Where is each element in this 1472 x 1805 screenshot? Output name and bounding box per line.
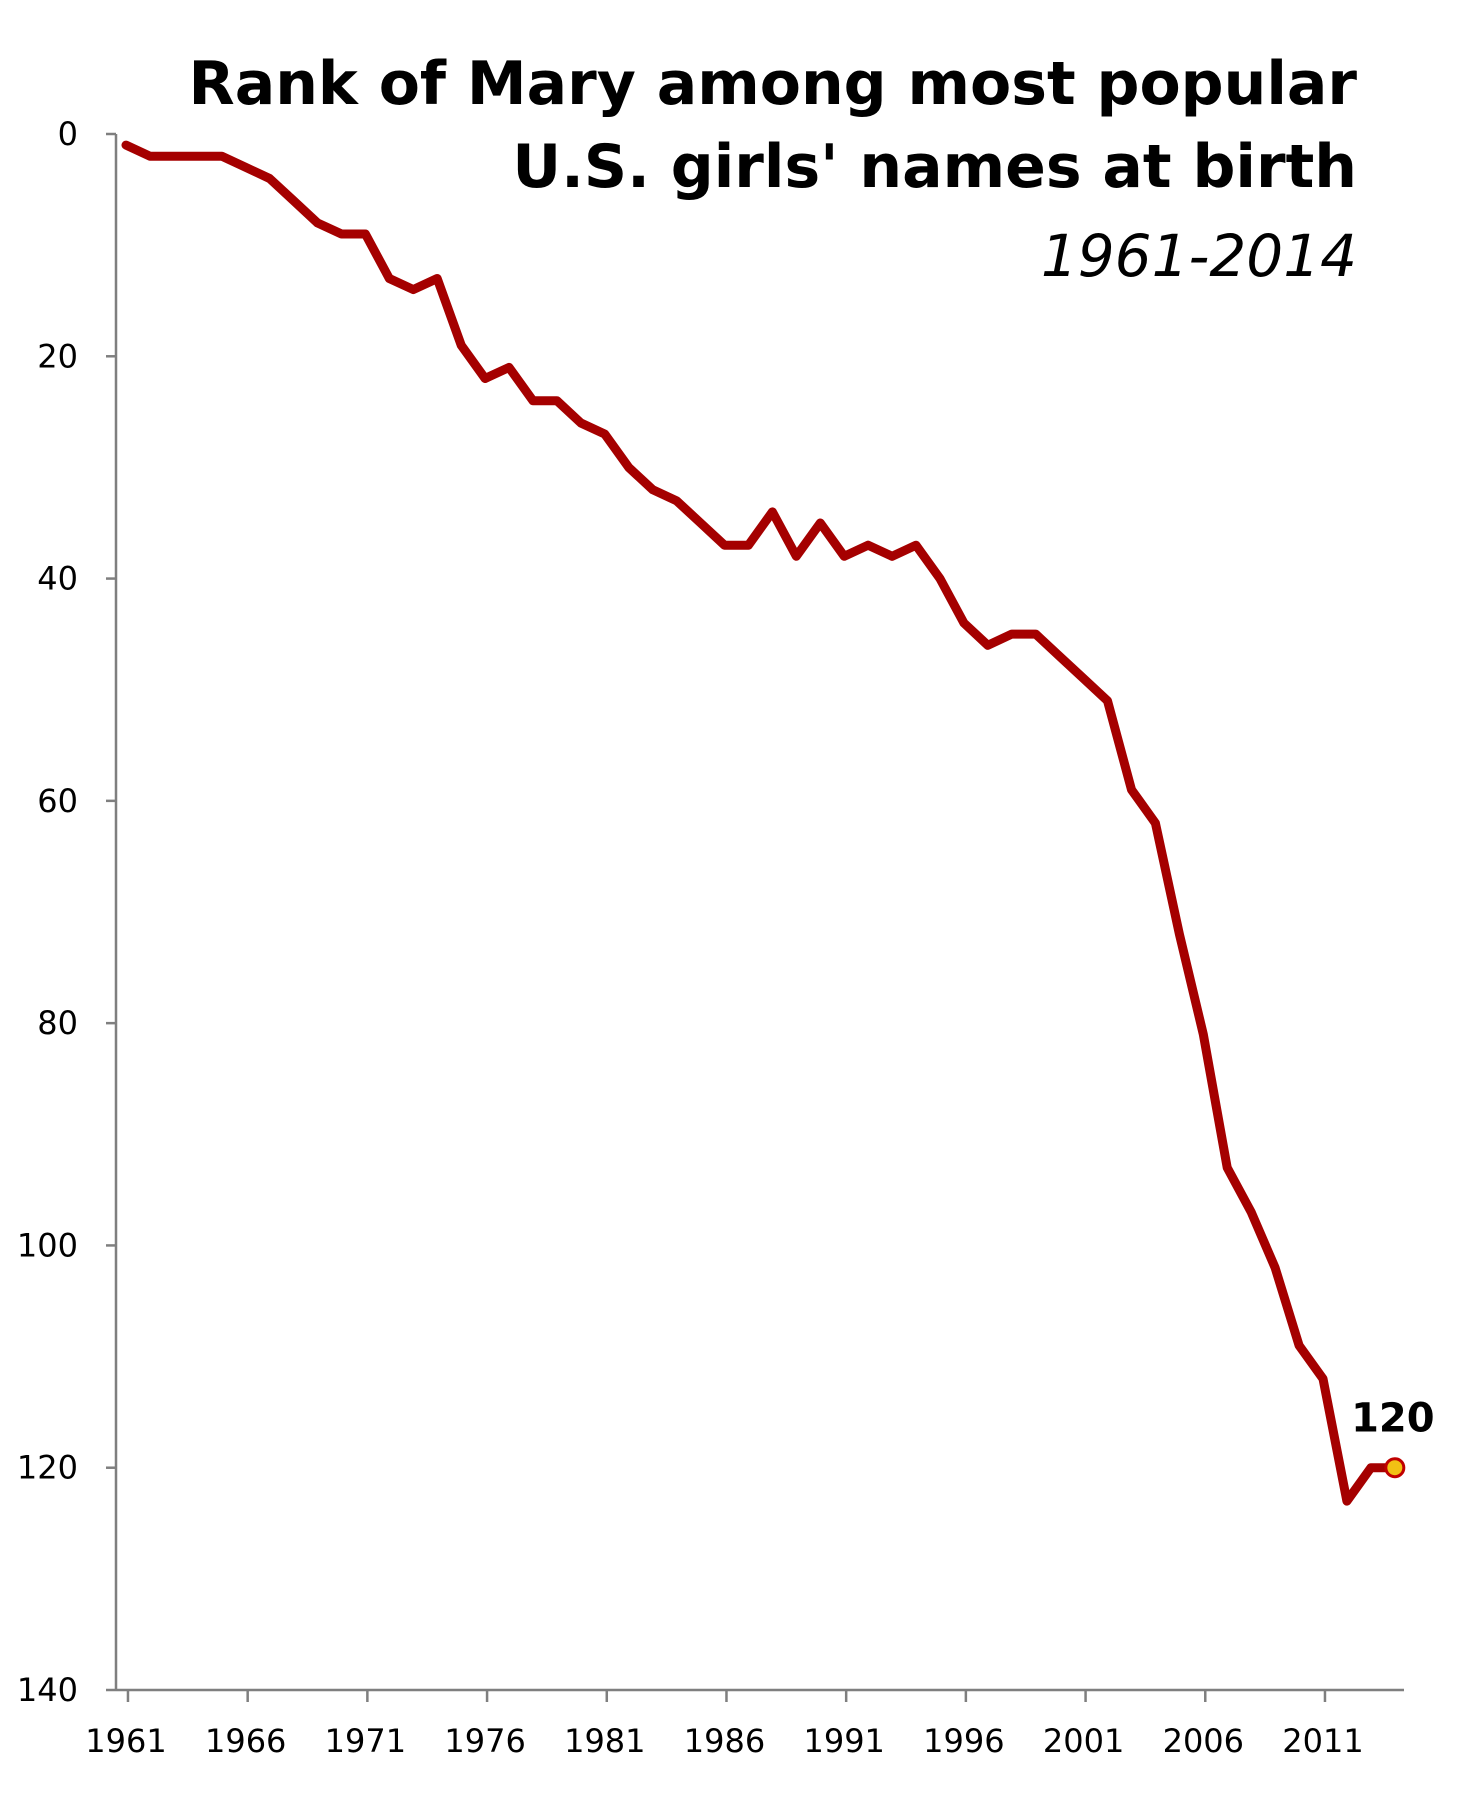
x-tick-label: 1966	[205, 1722, 286, 1760]
chart-title-line-1: Rank of Mary among most popular	[189, 49, 1358, 119]
x-axis-ticks: 1961 1966 1971 1976 1981 1986 1991 1996 2001 2006…	[85, 1690, 1364, 1760]
chart-title-line-2: U.S. girls' names at birth	[512, 132, 1357, 202]
end-point-marker	[1384, 1457, 1406, 1479]
y-tick-label: 0	[58, 115, 78, 153]
end-point-label: 120	[1351, 1396, 1435, 1442]
x-tick-label: 2006	[1163, 1722, 1244, 1760]
y-axis-ticks: 0 20 40 60 80 100 120 140	[17, 115, 116, 1709]
chart-subtitle: 1961-2014	[1041, 222, 1357, 290]
y-tick-label: 40	[37, 560, 78, 598]
y-tick-label: 120	[17, 1449, 78, 1487]
y-tick-label: 100	[17, 1226, 78, 1264]
mary-rank-line	[121, 140, 1400, 1506]
x-tick-label: 1991	[803, 1722, 884, 1760]
y-tick-label: 20	[37, 337, 78, 375]
x-tick-label: 1996	[923, 1722, 1004, 1760]
x-tick-label: 1961	[85, 1722, 166, 1760]
y-tick-label: 80	[37, 1004, 78, 1042]
x-tick-label: 1976	[444, 1722, 525, 1760]
y-tick-label: 60	[37, 782, 78, 820]
x-tick-label: 2011	[1282, 1722, 1363, 1760]
x-tick-label: 2001	[1043, 1722, 1124, 1760]
x-tick-label: 1971	[325, 1722, 406, 1760]
x-tick-label: 1986	[684, 1722, 765, 1760]
x-tick-label: 1981	[564, 1722, 645, 1760]
y-tick-label: 140	[17, 1671, 78, 1709]
